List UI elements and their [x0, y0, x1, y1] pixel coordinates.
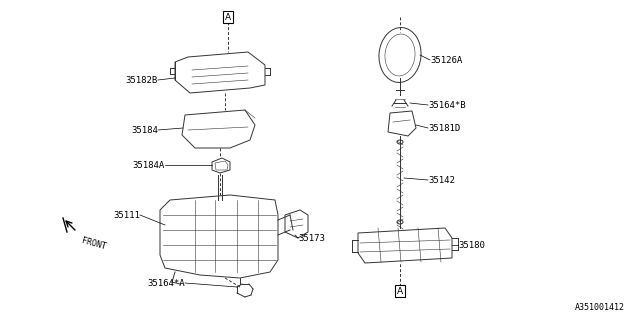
Text: 35173: 35173 [298, 234, 325, 243]
Text: 35164*B: 35164*B [428, 100, 466, 109]
Text: 35126A: 35126A [430, 55, 462, 65]
Text: FRONT: FRONT [80, 236, 106, 251]
Text: 35184A: 35184A [132, 161, 165, 170]
Text: A351001412: A351001412 [575, 303, 625, 312]
Text: A: A [225, 12, 231, 21]
Text: 35142: 35142 [428, 175, 455, 185]
Text: 35111: 35111 [113, 211, 140, 220]
Text: 35181D: 35181D [428, 124, 460, 132]
Text: 35164*A: 35164*A [147, 278, 185, 287]
Text: 35180: 35180 [458, 241, 485, 250]
Text: A: A [397, 286, 403, 295]
Text: 35184: 35184 [131, 125, 158, 134]
Text: 35182B: 35182B [125, 76, 158, 84]
